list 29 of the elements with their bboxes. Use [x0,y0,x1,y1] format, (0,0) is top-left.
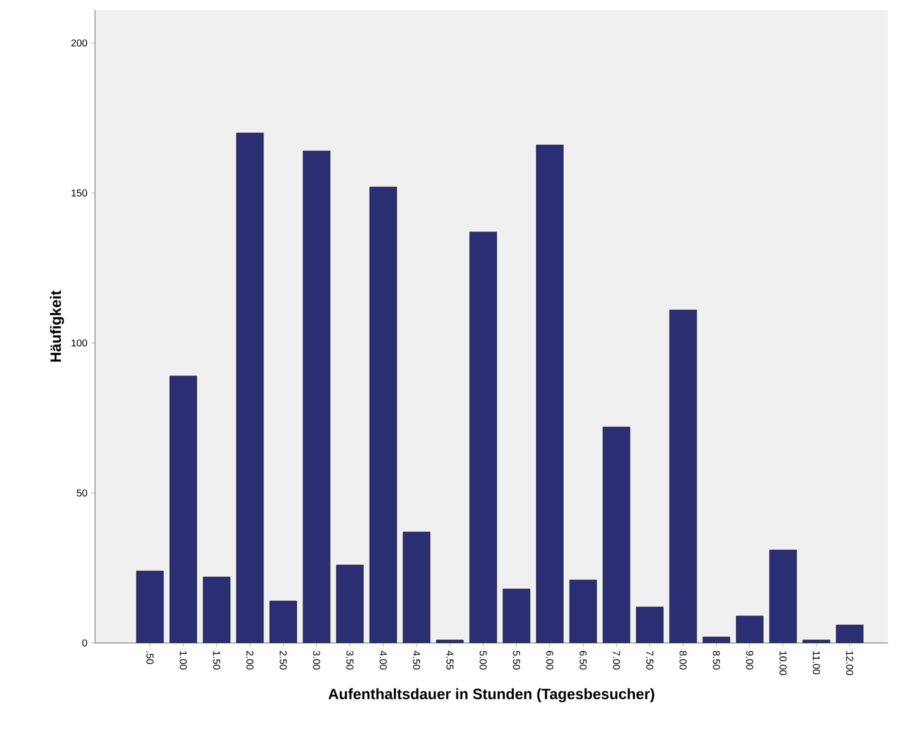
y-tick-label: 200 [71,39,88,47]
x-tick-label: 7.50 [646,651,654,670]
x-tick-label: 9.00 [746,650,754,670]
x-tick-label: 10.00 [780,651,787,676]
x-tick-label: 5.50 [512,650,520,670]
x-tick-label: 1.50 [213,651,220,670]
x-tick-label: 3.00 [313,650,320,670]
x-tick-label: 11.00 [812,651,820,674]
y-tick-label: 50 [76,489,88,497]
x-tick-label: 12.00 [846,651,854,676]
x-tick-label: 2.50 [280,651,287,670]
x-tick-label: 6.00 [546,651,554,670]
x-tick-label: 2.00 [246,651,254,670]
x-tick-label: 8.50 [712,650,720,670]
x-tick-label: 1.00 [180,651,187,670]
x-tick-label: 4.55 [446,650,454,670]
x-tick-label: .50 [146,651,154,664]
y-tick-label: 100 [72,339,88,347]
x-tick-label: 6.50 [580,651,587,670]
x-tick-label: 4.50 [413,650,420,670]
x-tick-label: 3.50 [346,650,354,670]
y-tick-label: 0 [82,639,88,647]
x-tick-label: 8.00 [680,650,687,670]
x-tick-label: 4.00 [380,650,387,670]
x-tick-label: 5.00 [480,650,487,670]
x-tick-label: 7.00 [612,651,620,670]
y-tick-label: 150 [72,189,88,197]
x-axis-title: Aufenthaltsdauer in Stunden (Tagesbesucher) [328,688,654,702]
y-axis-title: Häufigkeit [50,290,64,362]
